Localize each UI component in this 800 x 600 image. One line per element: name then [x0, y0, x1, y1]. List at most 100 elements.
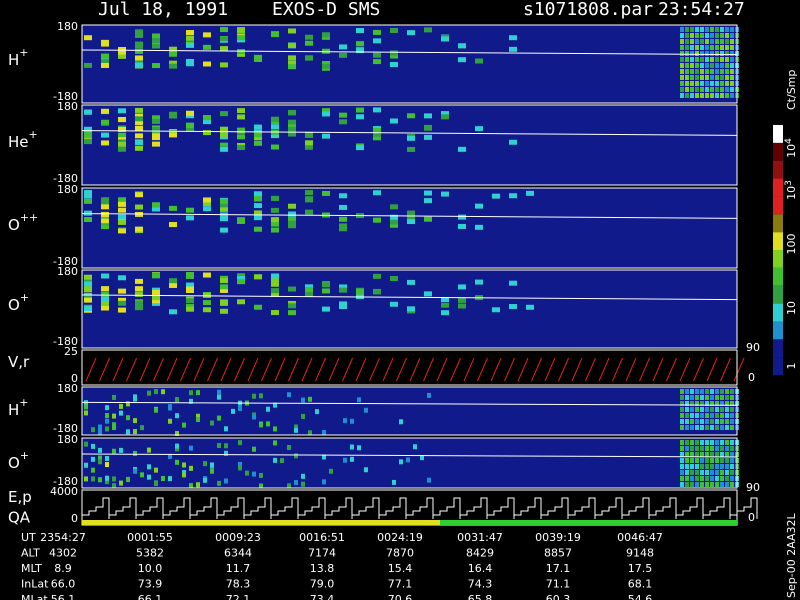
spectrogram-cell [705, 413, 709, 418]
spectrogram-cell [168, 404, 172, 410]
spectrogram-cell [339, 226, 347, 232]
spectrogram-cell [126, 477, 130, 483]
spectrogram-cell [710, 452, 714, 457]
spectrogram-cell [273, 457, 277, 463]
spectrogram-cell [101, 212, 109, 218]
spectrogram-cell [118, 126, 126, 132]
spectrogram-cell [135, 55, 143, 61]
spectrogram-cell [224, 426, 228, 432]
spectrogram-cell [680, 425, 684, 430]
spectrogram-cell [101, 140, 109, 146]
spectrogram-cell [339, 119, 347, 125]
spectrogram-cell [305, 34, 313, 40]
spectrogram-cell [189, 483, 193, 489]
spectrogram-cell [217, 415, 221, 421]
axis-bottom-label: -180 [53, 172, 78, 185]
panel-label: O+ [8, 291, 29, 314]
spectrogram-cell [101, 41, 109, 47]
ion-charge: ++ [20, 211, 38, 224]
spectrogram-cell [730, 27, 734, 32]
spectrogram-cell [118, 47, 126, 53]
spectrogram-cell [695, 51, 699, 56]
spectrogram-cell [373, 52, 381, 58]
colorbar-label: 103 [784, 180, 799, 200]
spectrogram-cell [220, 36, 228, 42]
spectrogram-cell [720, 33, 724, 38]
spectrogram-cell [730, 81, 734, 86]
spectrogram-cell [715, 93, 719, 98]
spectrogram-cell [705, 33, 709, 38]
spectrogram-cell [169, 63, 177, 69]
spectrogram-cell [715, 470, 719, 475]
right-top-label: 90 [746, 481, 760, 494]
spectrogram-cell [220, 308, 228, 314]
spectrogram-cell [424, 113, 432, 119]
spectrogram-cell [407, 219, 415, 225]
spectrogram-cell [118, 214, 126, 220]
spectrogram-cell [84, 139, 92, 145]
spectrogram-cell [725, 401, 729, 406]
panel-background [82, 387, 737, 435]
spectrogram-cell [339, 204, 347, 210]
spectrogram-cell [254, 124, 262, 130]
spectrogram-cell [715, 87, 719, 92]
row-label: MLat [21, 593, 48, 600]
spectrogram-cell [288, 203, 296, 209]
panel-frame [81, 437, 738, 489]
row-value: 8429 [466, 547, 494, 560]
spectrogram-cell [705, 81, 709, 86]
spectrogram-cell [458, 43, 466, 49]
spectrogram-cell [189, 390, 193, 396]
spectrogram-cell [84, 306, 92, 312]
spectrogram-cell [730, 446, 734, 451]
colorbar-segment [773, 232, 783, 250]
spectrogram-cell [135, 59, 143, 65]
spectrogram-cell [203, 201, 211, 207]
spectrogram-cell [152, 206, 160, 212]
spectrogram-cell [705, 470, 709, 475]
spectrogram-cell [101, 119, 109, 125]
axis-top-label: 180 [57, 20, 78, 33]
spectrogram-cell [101, 132, 109, 138]
spectrogram-cell [133, 450, 137, 456]
colorbar-segment [773, 357, 783, 375]
spectrogram-cell [186, 298, 194, 304]
spectrogram-cell [220, 62, 228, 68]
spectrogram-cell [329, 468, 333, 474]
spectrogram-cell [700, 63, 704, 68]
spectrogram-cell [441, 114, 449, 120]
spectrogram-cell [189, 445, 193, 451]
spectrogram-cell [695, 81, 699, 86]
spectrogram-cell [217, 480, 221, 486]
row-value: 74.3 [468, 578, 493, 591]
spectrogram-cell [135, 133, 143, 139]
spectrogram-cell [315, 409, 319, 415]
spectrogram-cell [680, 93, 684, 98]
spectrogram-cell [710, 470, 714, 475]
spectrogram-cell [700, 440, 704, 445]
spectrogram-cell [725, 440, 729, 445]
right-bottom-label: 0 [748, 511, 755, 524]
spectrogram-cell [700, 482, 704, 487]
spectrogram-cell [710, 87, 714, 92]
spectrogram-cell [725, 413, 729, 418]
spectrogram-cell [720, 51, 724, 56]
spectrogram-cell [84, 404, 88, 410]
spectrogram-cell [700, 69, 704, 74]
spectrogram-cell [390, 50, 398, 56]
spectrogram-cell [101, 199, 109, 205]
spectrogram-cell [373, 127, 381, 133]
spectrogram-cell [695, 440, 699, 445]
spectrogram-cell [118, 49, 126, 55]
spectrogram-cell [695, 452, 699, 457]
spectrogram-cell [373, 273, 381, 279]
spectrogram-cell [705, 446, 709, 451]
colorbar-segment [773, 339, 783, 358]
spectrogram-cell [135, 278, 143, 284]
spectrogram-cell [720, 446, 724, 451]
spectrogram-cell [710, 440, 714, 445]
spectrogram-cell [133, 468, 137, 474]
spectrogram-cell [685, 93, 689, 98]
spectrogram-cell [118, 288, 126, 294]
spectrogram-cell [730, 425, 734, 430]
